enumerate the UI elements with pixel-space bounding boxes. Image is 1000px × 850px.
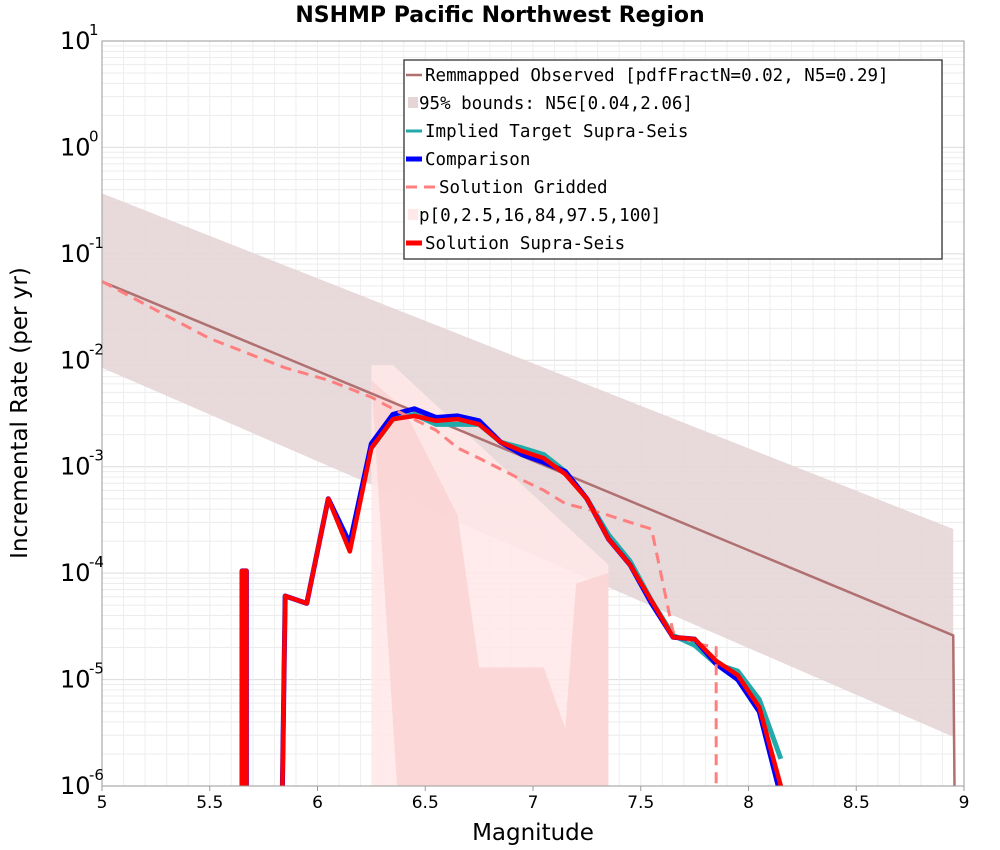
x-tick-label: 5.5 <box>196 793 223 813</box>
y-tick-label: 10 <box>60 346 91 374</box>
x-tick-label: 7 <box>528 793 539 813</box>
y-tick-exponent: -1 <box>89 234 104 252</box>
y-tick-label: 10 <box>60 240 91 268</box>
x-tick-label: 6.5 <box>412 793 439 813</box>
legend: Remmapped Observed [pdfFractN=0.02, N5=0… <box>403 59 943 260</box>
y-tick-exponent: -6 <box>89 766 104 784</box>
y-tick-exponent: 0 <box>89 127 99 145</box>
legend-label: Implied Target Supra-Seis <box>425 122 688 142</box>
y-tick-label: 10 <box>60 772 91 800</box>
series-line-0 <box>102 280 956 786</box>
band-percentile-inner <box>371 380 609 786</box>
x-tick-label: 9 <box>959 793 970 813</box>
y-tick-exponent: 1 <box>89 21 99 39</box>
y-axis-label: Incremental Rate (per yr) <box>7 267 33 559</box>
y-tick-label: 10 <box>60 27 91 55</box>
y-tick-label: 10 <box>60 133 91 161</box>
x-tick-label: 7.5 <box>627 793 654 813</box>
legend-label: Solution Supra-Seis <box>425 234 625 254</box>
x-tick-label: 8.5 <box>843 793 870 813</box>
series-line-4 <box>102 280 718 786</box>
y-tick-label: 10 <box>60 453 91 481</box>
y-tick-label: 10 <box>60 559 91 587</box>
chart-title: NSHMP Pacific Northwest Region <box>295 3 704 28</box>
series-line-6 <box>239 413 784 786</box>
y-tick-exponent: -3 <box>89 447 104 465</box>
band-bounds <box>102 193 954 737</box>
legend-label: p[0,2.5,16,84,97.5,100] <box>419 206 661 226</box>
legend-box <box>403 59 943 260</box>
y-tick-exponent: -4 <box>89 553 104 571</box>
legend-label: Remmapped Observed [pdfFractN=0.02, N5=0… <box>425 66 889 86</box>
x-tick-label: 6 <box>312 793 323 813</box>
y-tick-exponent: -2 <box>89 340 104 358</box>
legend-label: Comparison <box>425 150 530 170</box>
legend-label: Solution Gridded <box>439 178 608 198</box>
y-tick-label: 10 <box>60 666 91 694</box>
plot-series <box>102 193 956 786</box>
legend-swatch <box>408 209 418 220</box>
x-tick-label: 8 <box>743 793 754 813</box>
x-axis-ticks: 5 5.5 6 6.5 7 7.5 8 8.5 9 <box>97 786 970 813</box>
x-tick-label: 5 <box>97 793 108 813</box>
x-axis-label: Magnitude <box>472 820 594 846</box>
y-tick-exponent: -5 <box>89 660 104 678</box>
legend-label: 95% bounds: N5∈[0.04,2.06] <box>419 94 693 114</box>
legend-swatch <box>408 97 418 108</box>
